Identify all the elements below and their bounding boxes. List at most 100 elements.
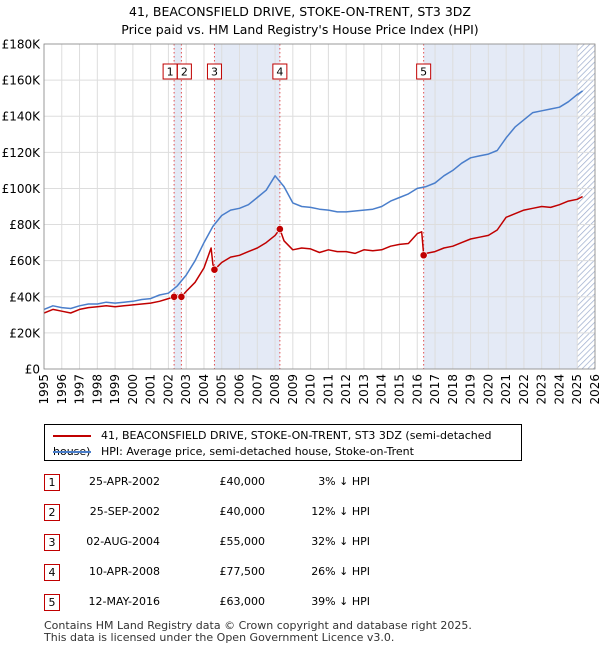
row-date: 02-AUG-2004 [86,535,160,548]
plot-frame [43,43,596,370]
legend-swatch-price [53,435,91,437]
legend: 41, BEACONSFIELD DRIVE, STOKE-ON-TRENT, … [44,424,522,461]
x-tick-label: 2007 [250,374,264,405]
y-tick-label: £20K [9,326,41,340]
axes: £0 £20K £40K £60K £80K £100K £120K £140K £160K £1… [2,38,600,405]
x-tick-label: 2004 [197,374,211,405]
x-tick-label: 2005 [215,374,229,405]
marker-label: 3 [211,66,218,79]
price-paid-line [44,195,583,314]
shaded-range [174,44,182,369]
row-date: 10-APR-2008 [88,565,160,578]
series-lines [44,90,584,314]
x-tick-label: 2020 [481,374,495,405]
title-subtitle: Price paid vs. HM Land Registry's House … [121,22,479,37]
y-tick-label: £120K [2,146,42,160]
y-tick-label: £40K [9,290,41,304]
row-hpi-diff: 32% ↓ HPI [311,535,370,548]
x-tick-label: 2013 [357,374,371,405]
marker-box [416,63,432,80]
footer-copyright: Contains HM Land Registry data © Crown c… [44,619,472,632]
x-tick-label: 2003 [179,374,193,405]
legend-swatch-hpi [53,451,91,453]
sale-point [210,265,219,274]
y-tick-label: £0 [25,363,40,377]
table-row: 3 02-AUG-2004 £55,000 32% ↓ HPI [0,530,600,560]
row-price: £63,000 [219,595,266,608]
y-tick-label: £160K [2,74,42,88]
legend-item-hpi: HPI: Average price, semi-detached house,… [53,444,414,460]
row-number-badge: 3 [44,534,60,551]
x-tick-label: 2021 [499,374,513,405]
marker-box [176,63,192,80]
row-number-badge: 4 [44,564,60,581]
chart-title: 41, BEACONSFIELD DRIVE, STOKE-ON-TRENT, … [0,3,600,39]
x-tick-label: 2016 [410,374,424,405]
y-tick-label: £140K [2,110,42,124]
x-tick-label: 2017 [428,374,442,405]
x-tick-label: 2025 [570,374,584,405]
row-price: £55,000 [219,535,266,548]
x-tick-label: 2026 [588,374,600,405]
footer-attribution: Contains HM Land Registry data © Crown c… [44,620,472,644]
legend-item-price: 41, BEACONSFIELD DRIVE, STOKE-ON-TRENT, … [53,428,521,458]
row-number-badge: 2 [44,504,60,521]
x-tick-label: 2019 [464,374,478,405]
x-tick-label: 2008 [268,374,282,405]
row-number-badge: 5 [44,594,60,611]
row-hpi-diff: 3% ↓ HPI [318,475,370,488]
shaded-ranges [174,44,595,369]
x-tick-label: 2006 [233,374,247,405]
sale-points [170,225,428,301]
shaded-range [214,44,280,369]
x-tick-label: 2010 [304,374,318,405]
marker-box [206,63,222,80]
row-price: £40,000 [219,475,266,488]
row-date: 25-SEP-2002 [89,505,160,518]
y-tick-label: £100K [2,182,42,196]
forecast-hatch [577,44,595,369]
transaction-markers [173,44,425,369]
x-tick-label: 2014 [375,374,389,405]
x-tick-label: 1998 [90,374,104,405]
x-tick-label: 2018 [446,374,460,405]
row-date: 12-MAY-2016 [88,595,160,608]
marker-label: 5 [420,66,427,79]
x-tick-label: 2023 [535,374,549,405]
table-row: 4 10-APR-2008 £77,500 26% ↓ HPI [0,560,600,590]
x-tick-label: 2009 [286,374,300,405]
x-tick-label: 1996 [55,374,69,405]
x-tick-label: 2011 [321,374,335,405]
x-tick-label: 2002 [161,374,175,405]
row-price: £77,500 [219,565,266,578]
sale-point [170,292,179,301]
hpi-line [44,90,584,311]
x-tick-label: 1997 [73,374,87,405]
x-tick-label: 1999 [108,374,122,405]
marker-label: 4 [276,66,283,79]
x-tick-label: 2001 [144,374,158,405]
row-date: 25-APR-2002 [88,475,160,488]
footer-licence: This data is licensed under the Open Gov… [44,631,395,644]
row-hpi-diff: 12% ↓ HPI [311,505,370,518]
x-tick-label: 1995 [37,374,51,405]
y-tick-label: £60K [9,254,41,268]
sale-point [275,225,284,233]
x-tick-label: 2024 [552,374,566,405]
marker-box [272,63,288,80]
y-tick-label: £180K [2,38,42,52]
legend-label-hpi: HPI: Average price, semi-detached house,… [101,445,414,458]
row-hpi-diff: 26% ↓ HPI [311,565,370,578]
sale-point [177,292,186,301]
table-row: 5 12-MAY-2016 £63,000 39% ↓ HPI [0,590,600,620]
marker-label: 2 [181,66,188,79]
x-tick-label: 2015 [392,374,406,405]
table-row: 1 25-APR-2002 £40,000 3% ↓ HPI [0,470,600,500]
title-address: 41, BEACONSFIELD DRIVE, STOKE-ON-TRENT, … [129,4,471,19]
row-price: £40,000 [219,505,266,518]
price-chart: £0 £20K £40K £60K £80K £100K £120K £140K £160K £1… [2,38,600,405]
x-tick-label: 2022 [517,374,531,405]
shaded-range [423,44,583,369]
row-hpi-diff: 39% ↓ HPI [311,595,370,608]
